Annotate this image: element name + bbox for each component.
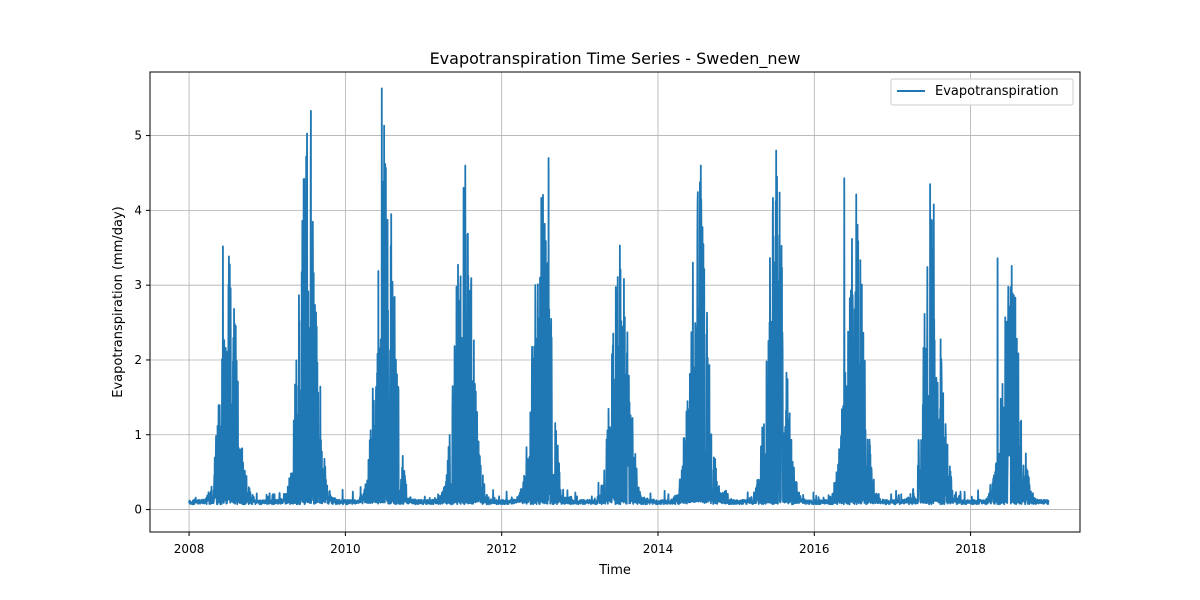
x-tick-label: 2008 bbox=[174, 542, 205, 556]
x-tick-label: 2016 bbox=[799, 542, 830, 556]
series-line bbox=[188, 87, 1050, 506]
legend-box bbox=[890, 78, 1074, 106]
y-tick-label: 4 bbox=[134, 203, 142, 217]
chart-title: Evapotranspiration Time Series - Sweden_… bbox=[430, 49, 801, 69]
y-tick-label: 2 bbox=[134, 353, 142, 367]
y-axis-label: Evapotranspiration (mm/day) bbox=[111, 206, 126, 397]
y-tick-label: 1 bbox=[134, 428, 142, 442]
x-tick-label: 2018 bbox=[955, 542, 986, 556]
axis-ticks: 2008 2010 2012 2014 2016 2018 0 1 2 3 4 5 bbox=[134, 129, 986, 556]
x-tick-label: 2010 bbox=[330, 542, 361, 556]
y-tick-label: 5 bbox=[134, 129, 142, 143]
y-tick-label: 3 bbox=[134, 278, 142, 292]
y-tick-label: 0 bbox=[134, 503, 142, 517]
legend: Evapotranspiration bbox=[890, 78, 1074, 106]
x-tick-label: 2012 bbox=[486, 542, 517, 556]
x-tick-label: 2014 bbox=[643, 542, 674, 556]
x-axis-label: Time bbox=[598, 563, 631, 578]
legend-label: Evapotranspiration bbox=[935, 84, 1059, 99]
series-layer bbox=[188, 87, 1050, 506]
plot-frame bbox=[149, 71, 1081, 533]
